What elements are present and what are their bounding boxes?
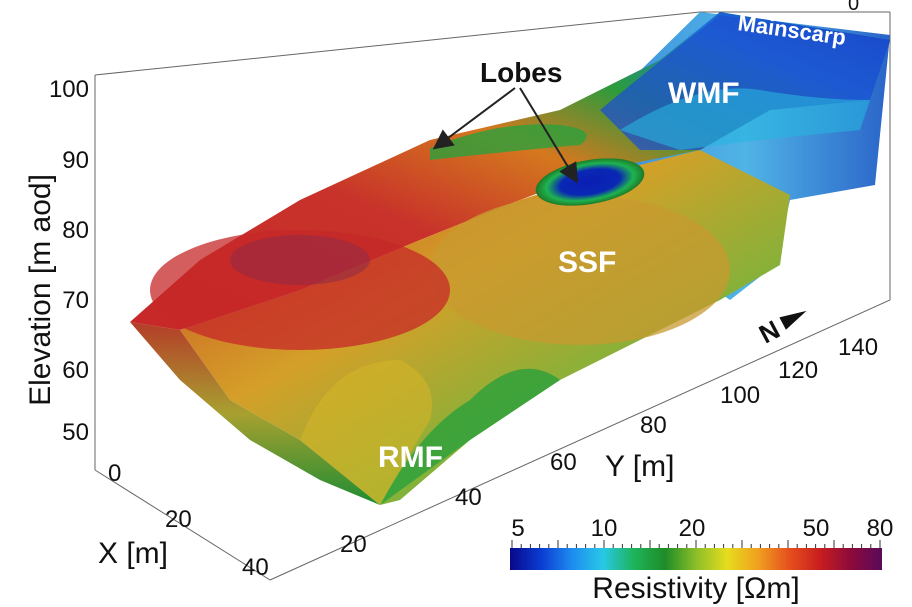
colorbar-title: Resistivity [Ωm] [592,572,799,605]
z-axis-ticks: 100 90 80 70 60 50 [49,76,89,446]
colorbar-tick-50: 50 [803,515,830,542]
colorbar-ticks: 5 10 20 50 80 [511,515,893,542]
z-tick-50: 50 [62,419,89,446]
y-tick-80: 80 [640,412,667,439]
y-tick-40: 40 [455,484,482,511]
z-tick-80: 80 [62,217,89,244]
wmf-label: WMF [668,77,740,110]
corner-tick: 0 [848,0,859,15]
lobes-label: Lobes [480,57,562,88]
lobes-pointer-arrows [432,87,579,184]
colorbar-tick-5: 5 [511,515,524,542]
colorbar-tick-80: 80 [867,515,894,542]
north-arrow: N [754,310,807,349]
x-axis-title: X [m] [98,537,168,570]
north-arrow-label: N [754,314,785,349]
rmf-label: RMF [378,441,443,474]
resistivity-block [130,12,890,505]
y-axis-title: Y [m] [605,450,674,483]
z-axis-title: Elevation [m aod] [24,174,57,406]
y-tick-140: 140 [838,334,878,361]
x-axis-ticks: 0 20 40 [108,460,269,581]
colorbar-gradient [510,548,882,570]
z-tick-70: 70 [62,287,89,314]
z-tick-90: 90 [62,147,89,174]
colorbar-minor-ticks [511,540,881,548]
y-tick-20: 20 [340,531,367,558]
x-tick-40: 40 [242,554,269,581]
colorbar-tick-10: 10 [591,515,618,542]
y-tick-120: 120 [778,357,818,384]
y-tick-100: 100 [720,382,760,409]
colorbar-tick-20: 20 [679,515,706,542]
z-tick-60: 60 [62,357,89,384]
x-tick-20: 20 [165,506,192,533]
y-tick-60: 60 [550,449,577,476]
block-left-face [130,322,380,505]
z-tick-100: 100 [49,76,89,103]
y-axis-ticks: 20 40 60 80 100 120 140 [340,334,878,558]
x-tick-0: 0 [108,460,121,487]
ssf-label: SSF [558,246,616,279]
colorbar: 5 10 20 50 80 Resistivity [Ωm] [510,515,893,605]
